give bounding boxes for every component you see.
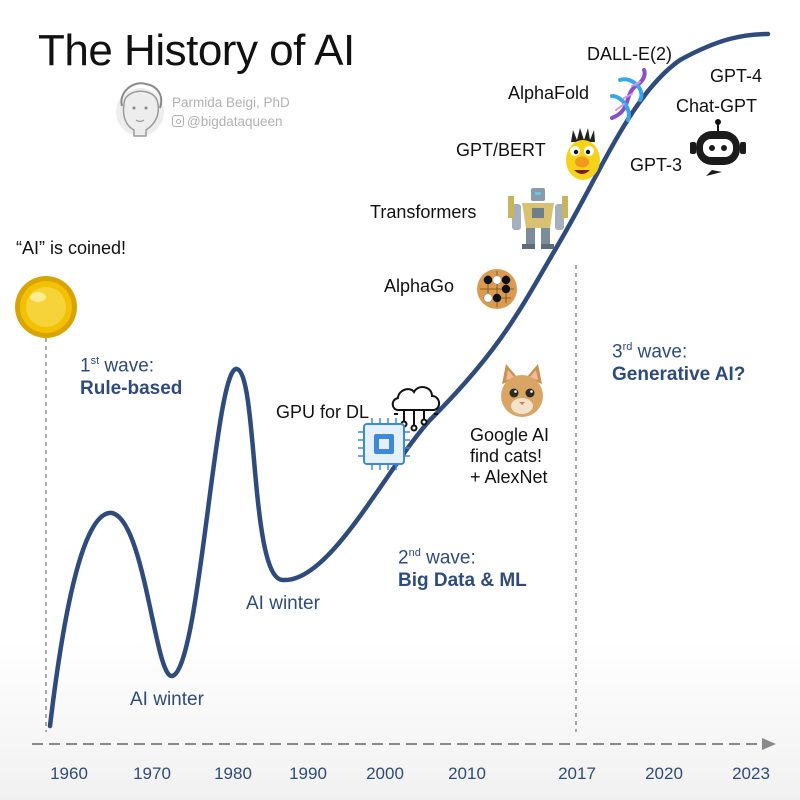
chatbot-icon (690, 119, 746, 176)
cats-line-2: find cats! (470, 446, 543, 466)
author-name: Parmida Beigi, PhD (172, 95, 290, 110)
milestone-dalle: DALL-E(2) (587, 44, 673, 64)
wave-1-label: 1st wave: Rule-based (80, 355, 183, 400)
coin-icon (15, 276, 77, 338)
year-label: 2020 (645, 764, 683, 783)
instagram-icon (172, 115, 184, 127)
ai-winter-label-2: AI winter (246, 593, 320, 614)
milestone-alphafold: AlphaFold (508, 83, 590, 103)
milestone-gpt3: GPT-3 (630, 155, 683, 175)
timeline-axis (32, 738, 776, 750)
milestone-transformers: Transformers (370, 202, 477, 222)
milestone-gpt4: GPT-4 (710, 66, 763, 86)
bert-muppet-icon (566, 128, 600, 180)
avatar-sketch (116, 82, 164, 137)
author-handle: @bigdataqueen (187, 114, 283, 129)
robot-icon (508, 188, 568, 249)
cat-face-icon (501, 364, 543, 417)
year-label: 1980 (214, 764, 252, 783)
dna-icon (610, 68, 647, 122)
year-label: 1960 (50, 764, 88, 783)
wave-1-name: Rule-based (80, 378, 183, 400)
ai-winter-label-1: AI winter (130, 689, 204, 710)
wave-3-label: 3rd wave: Generative AI? (612, 341, 746, 386)
page-title: The History of AI (38, 26, 355, 75)
go-board-icon (477, 269, 517, 309)
year-label: 1970 (133, 764, 171, 783)
milestone-alphago: AlphaGo (384, 276, 455, 296)
chip-icon (358, 418, 410, 470)
year-label: 2023 (732, 764, 770, 783)
author-credit: Parmida Beigi, PhD @bigdataqueen (172, 93, 290, 131)
cats-line-3: + AlexNet (470, 467, 548, 487)
year-label: 2017 (558, 764, 596, 783)
wave-2-label: 2nd wave: Big Data & ML (398, 547, 527, 592)
milestone-google-cats: Google AI find cats! + AlexNet (470, 425, 549, 488)
cats-line-1: Google AI (470, 425, 550, 445)
milestone-ai-coined: “AI” is coined! (16, 238, 127, 258)
history-curve (47, 31, 771, 729)
cloud-network-icon (391, 386, 440, 432)
wave-3-name: Generative AI? (612, 364, 746, 386)
milestone-gpt-bert: GPT/BERT (456, 140, 546, 160)
milestone-gpu: GPU for DL (276, 402, 370, 422)
year-label: 1990 (289, 764, 327, 783)
year-label: 2010 (448, 764, 486, 783)
year-label: 2000 (366, 764, 404, 783)
milestone-chatgpt: Chat-GPT (676, 96, 758, 116)
author-handle-row: @bigdataqueen (172, 112, 290, 131)
wave-2-name: Big Data & ML (398, 570, 527, 592)
